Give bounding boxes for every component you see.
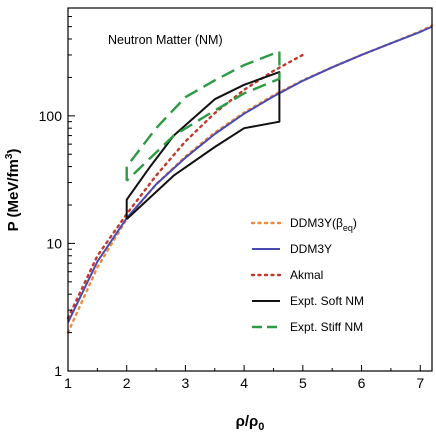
x-tick-label: 6 <box>358 375 366 391</box>
series-line-2 <box>67 25 433 323</box>
series-layer <box>66 24 434 334</box>
x-tick-label: 4 <box>240 375 248 391</box>
y-tick-label: 100 <box>39 108 63 124</box>
y-tick-label: 10 <box>46 235 62 251</box>
legend: DDM3Y(βeq) DDM3Y Akmal Expt. Soft NM Expt. S… <box>250 216 364 334</box>
plot-area <box>68 8 432 371</box>
x-tick-label: 2 <box>123 375 131 391</box>
legend-label-2: DDM3Y <box>290 242 332 256</box>
x-axis-label: ρ/ρ0 <box>236 413 265 433</box>
plot-frame <box>67 7 433 372</box>
ticks-layer: 1 2 3 4 5 6 7 1 10 100 <box>39 7 424 391</box>
x-tick-label: 1 <box>64 375 72 391</box>
series-line-5 <box>125 50 281 182</box>
y-tick-label: 1 <box>54 363 62 379</box>
series-line-4 <box>125 71 281 220</box>
legend-label-4: Expt. Soft NM <box>290 294 364 308</box>
legend-label-3: Akmal <box>290 268 323 282</box>
annotation-text: Neutron Matter (NM) <box>108 33 223 47</box>
legend-label-1: DDM3Y(βeq) <box>290 216 357 233</box>
y-axis-label: P (MeV/fm3) <box>4 149 22 232</box>
legend-label-5: Expt. Stiff NM <box>290 320 363 334</box>
x-tick-label: 5 <box>299 375 307 391</box>
x-tick-label: 7 <box>416 375 424 391</box>
x-tick-label: 3 <box>182 375 190 391</box>
